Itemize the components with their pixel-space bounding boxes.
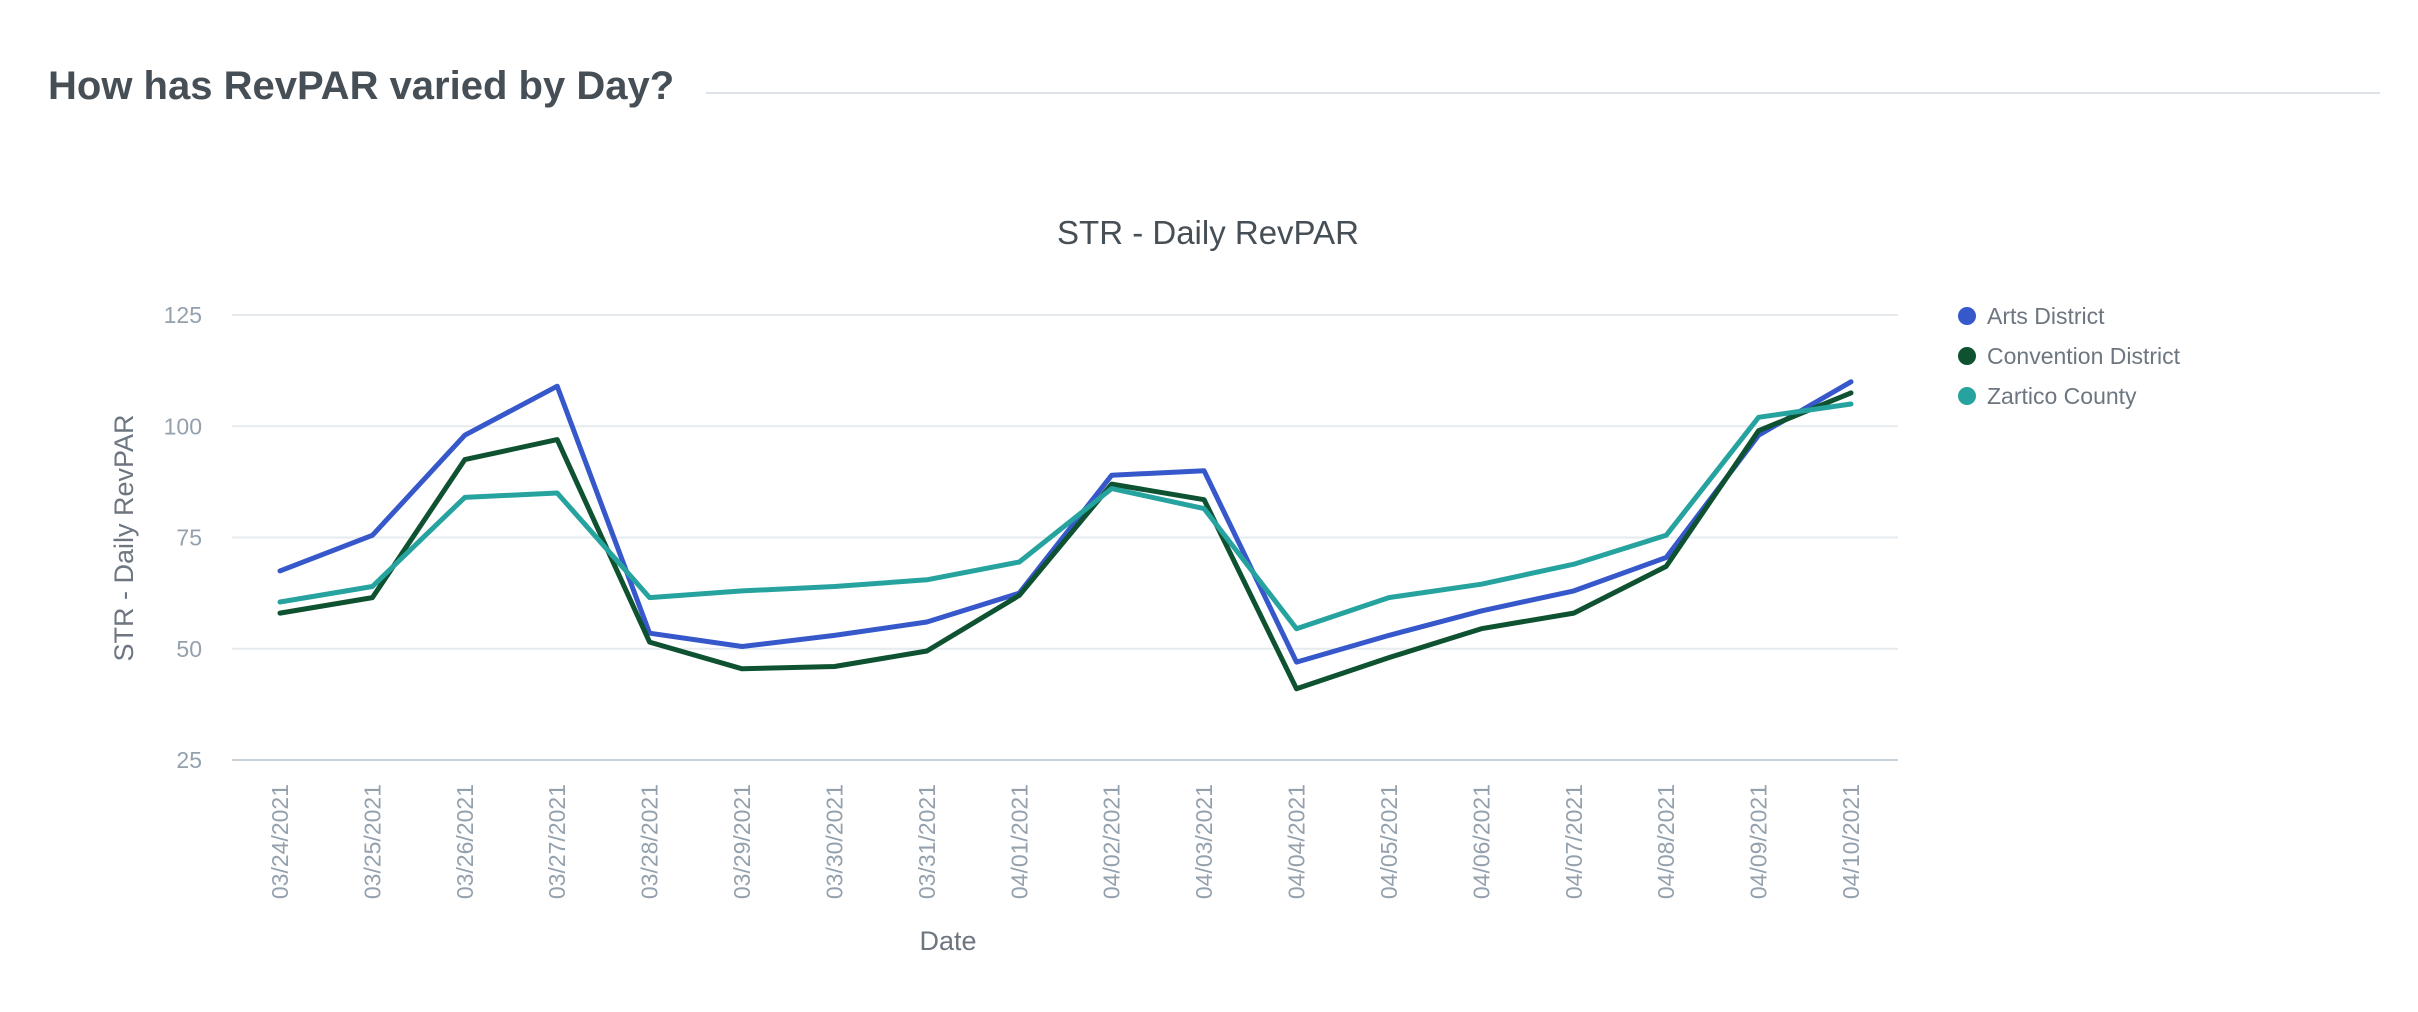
x-tick-label: 03/31/2021 [914, 784, 940, 899]
y-tick-label: 125 [164, 302, 202, 328]
section-title: How has RevPAR varied by Day? [48, 64, 675, 108]
x-tick-label: 04/04/2021 [1284, 784, 1310, 899]
x-tick-label: 03/28/2021 [637, 784, 663, 899]
x-tick-label: 03/26/2021 [452, 784, 478, 899]
series-lines [277, 379, 1854, 692]
chart-title: STR - Daily RevPAR [1057, 214, 1359, 251]
x-tick-label: 03/27/2021 [544, 784, 570, 899]
legend-label-arts-district[interactable]: Arts District [1987, 303, 2105, 329]
legend: Arts District Convention District Zartico … [1958, 303, 2181, 409]
series-line-convention-district[interactable] [277, 390, 1854, 692]
y-axis-ticks: 25 50 75 100 125 [164, 302, 202, 773]
x-tick-label: 04/08/2021 [1653, 784, 1679, 899]
x-tick-label: 03/25/2021 [359, 784, 385, 899]
y-tick-label: 75 [176, 525, 202, 551]
x-axis-title: Date [919, 926, 976, 956]
x-tick-label: 04/03/2021 [1191, 784, 1217, 899]
x-tick-label: 04/02/2021 [1099, 784, 1125, 899]
legend-marker-convention-district[interactable] [1958, 347, 1976, 365]
x-tick-label: 03/29/2021 [729, 784, 755, 899]
y-tick-label: 50 [176, 636, 202, 662]
series-line-arts-district[interactable] [277, 379, 1854, 665]
x-tick-label: 04/05/2021 [1376, 784, 1402, 899]
header-divider [706, 92, 2380, 94]
x-tick-label: 04/10/2021 [1838, 784, 1864, 899]
x-tick-label: 03/30/2021 [821, 784, 847, 899]
section-header: How has RevPAR varied by Day? [0, 0, 2418, 160]
y-tick-label: 25 [176, 747, 202, 773]
legend-marker-arts-district[interactable] [1958, 307, 1976, 325]
legend-label-zartico-county[interactable]: Zartico County [1987, 383, 2137, 409]
x-tick-label: 04/07/2021 [1561, 784, 1587, 899]
x-tick-label: 04/01/2021 [1006, 784, 1032, 899]
x-tick-label: 04/09/2021 [1746, 784, 1772, 899]
series-line-zartico-county[interactable] [277, 401, 1854, 632]
legend-marker-zartico-county[interactable] [1958, 387, 1976, 405]
x-tick-label: 04/06/2021 [1468, 784, 1494, 899]
x-axis-ticks: 03/24/2021 03/25/2021 03/26/2021 03/27/2021… [267, 784, 1864, 899]
y-tick-label: 100 [164, 413, 202, 439]
legend-label-convention-district[interactable]: Convention District [1987, 343, 2181, 369]
x-tick-label: 03/24/2021 [267, 784, 293, 899]
y-axis-title: STR - Daily RevPAR [109, 414, 139, 661]
